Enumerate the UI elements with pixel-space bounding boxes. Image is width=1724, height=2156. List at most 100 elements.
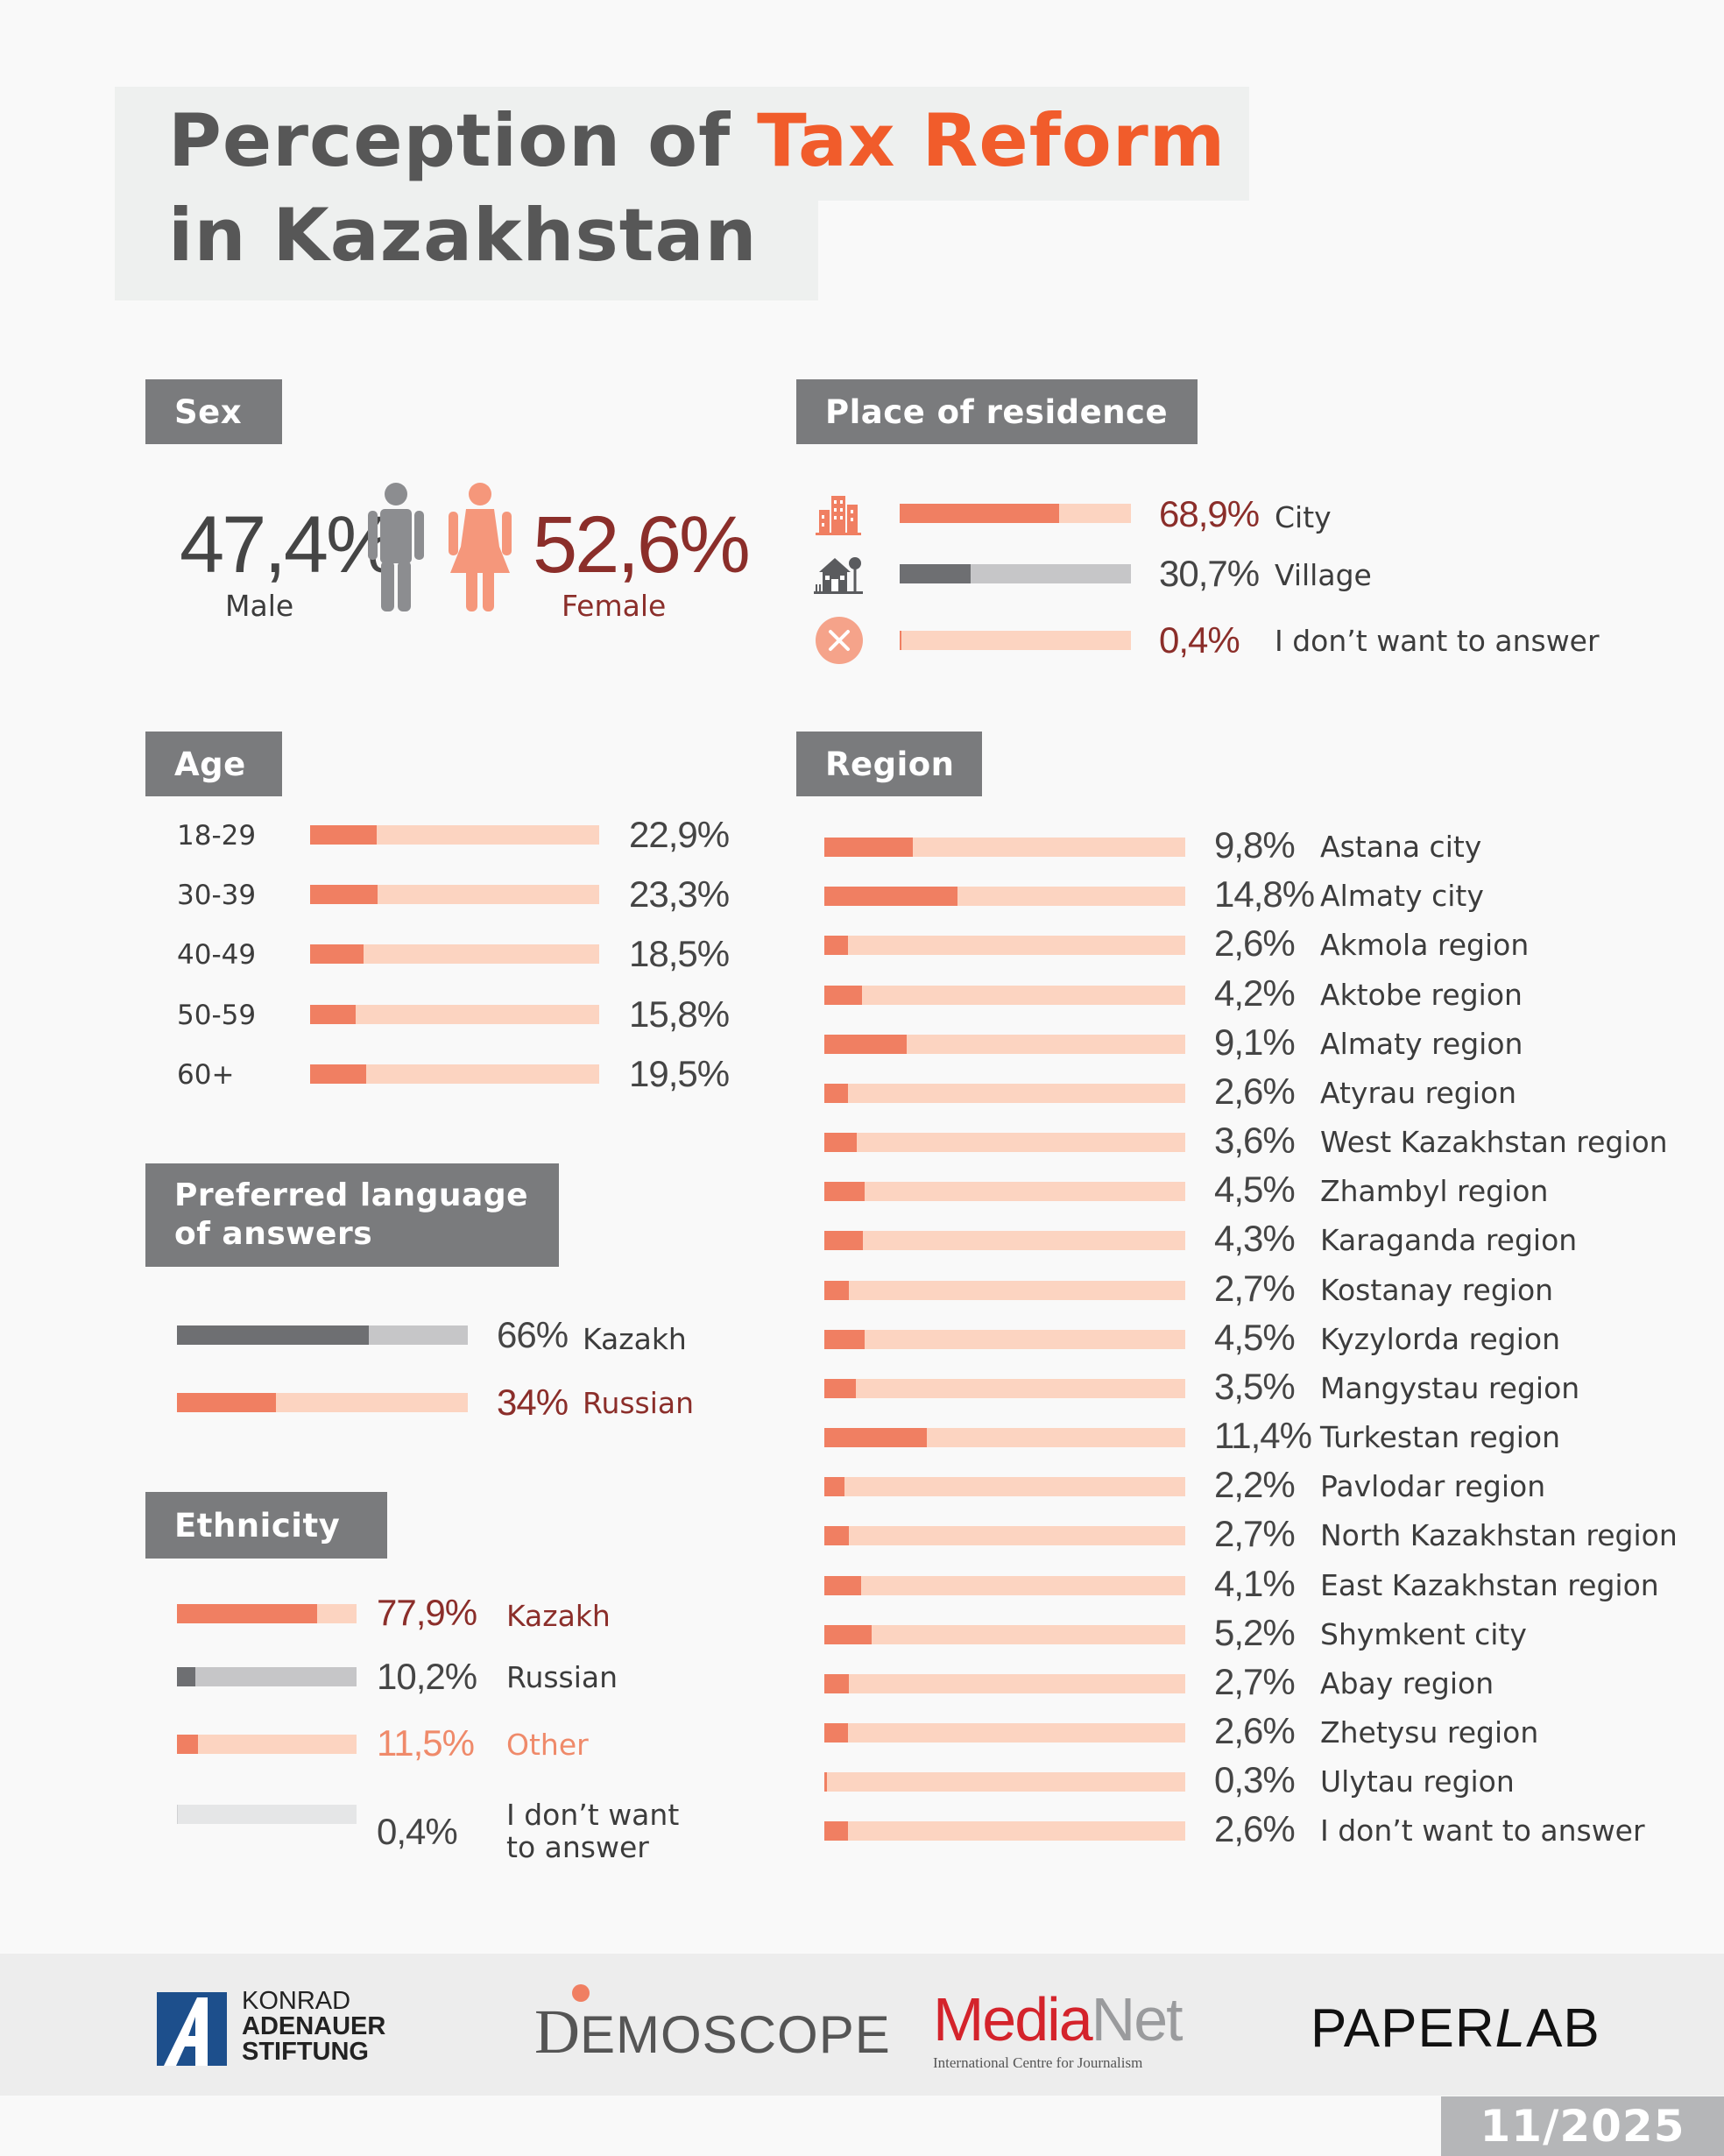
region-bar-fill <box>824 1379 857 1398</box>
residence-bar-no-answer <box>900 631 1131 650</box>
language-bar-russian <box>177 1393 468 1412</box>
age-percentage: 23,3% <box>629 873 730 915</box>
paperlab-ab: AB <box>1526 1998 1600 2059</box>
ethnicity-pct-other: 11,5% <box>377 1722 475 1764</box>
male-percentage: 47,4% <box>180 500 398 590</box>
ethnicity-label-kazakh: Kazakh <box>506 1599 611 1633</box>
kas-line-3: STIFTUNG <box>242 2038 369 2066</box>
kas-logo-icon <box>157 1992 227 2066</box>
language-header: Preferred language of answers <box>145 1163 559 1267</box>
region-bar <box>824 1625 1185 1644</box>
ethnicity-bar-russian <box>177 1667 357 1686</box>
region-bar <box>824 1526 1185 1545</box>
region-bar-fill <box>824 1674 849 1693</box>
ethnicity-bar-fill-no-answer <box>177 1805 179 1824</box>
region-bar <box>824 1084 1185 1103</box>
region-label: Almaty region <box>1320 1027 1523 1061</box>
region-label: Kostanay region <box>1320 1273 1554 1307</box>
region-bar <box>824 936 1185 955</box>
ethnicity-bar-fill-other <box>177 1735 198 1754</box>
region-bar-fill <box>824 936 848 955</box>
title-accent: Tax Reform <box>757 98 1226 183</box>
paperlab-paper: PAPER <box>1311 1998 1495 2059</box>
region-bar-fill <box>824 1428 928 1447</box>
region-bar-fill <box>824 1133 858 1152</box>
region-bar <box>824 1182 1185 1201</box>
region-percentage: 4,1% <box>1214 1563 1296 1604</box>
region-label: Zhetysu region <box>1320 1715 1539 1750</box>
region-bar <box>824 986 1185 1005</box>
region-bar-fill <box>824 1576 862 1595</box>
region-percentage: 4,2% <box>1214 972 1296 1014</box>
region-label: Turkestan region <box>1320 1420 1560 1454</box>
ethnicity-label-no-answer: I don’t want to answer <box>506 1798 680 1864</box>
region-percentage: 3,5% <box>1214 1366 1296 1407</box>
region-percentage: 2,6% <box>1214 1808 1296 1849</box>
region-percentage: 2,7% <box>1214 1661 1296 1702</box>
kas-line-1: KONRAD <box>242 1987 351 2015</box>
region-bar <box>824 1821 1185 1841</box>
residence-bar-village <box>900 564 1131 583</box>
language-pct-kazakh: 66% <box>497 1314 569 1355</box>
region-bar <box>824 1133 1185 1152</box>
kas-logo-text: KONRAD ADENAUER STIFTUNG <box>242 1989 385 2065</box>
region-percentage: 4,3% <box>1214 1218 1296 1259</box>
residence-bar-fill-village <box>900 564 972 583</box>
female-percentage: 52,6% <box>533 500 751 590</box>
residence-pct-village: 30,7% <box>1159 553 1260 594</box>
ethnicity-pct-kazakh: 77,9% <box>377 1592 477 1633</box>
male-label: Male <box>225 589 294 623</box>
region-bar-fill <box>824 1330 866 1349</box>
region-percentage: 4,5% <box>1214 1169 1296 1210</box>
ethnicity-header: Ethnicity <box>145 1492 387 1559</box>
region-percentage: 14,8% <box>1214 873 1315 915</box>
paperlab-logo: PAPERLAB <box>1311 2002 1600 2056</box>
region-bar-fill <box>824 1821 848 1841</box>
region-label: I don’t want to answer <box>1320 1813 1645 1848</box>
region-bar-fill <box>824 1477 844 1496</box>
age-label: 18-29 <box>177 820 257 852</box>
region-percentage: 2,7% <box>1214 1268 1296 1309</box>
residence-pct-no-answer: 0,4% <box>1159 619 1240 661</box>
region-bar <box>824 1674 1185 1693</box>
region-bar <box>824 1477 1185 1496</box>
age-bar <box>310 825 599 845</box>
region-label: North Kazakhstan region <box>1320 1518 1678 1552</box>
paperlab-l: L <box>1494 1998 1527 2059</box>
region-bar-fill <box>824 1231 864 1250</box>
age-bar-fill <box>310 825 377 845</box>
region-label: Karaganda region <box>1320 1223 1578 1257</box>
region-percentage: 2,2% <box>1214 1464 1296 1505</box>
ethnicity-bar-no-answer <box>177 1805 357 1824</box>
medianet-tagline: International Centre for Journalism <box>933 2054 1143 2071</box>
region-label: Kyzylorda region <box>1320 1322 1560 1356</box>
residence-pct-city: 68,9% <box>1159 493 1260 534</box>
age-percentage: 15,8% <box>629 993 730 1035</box>
village-house-icon <box>814 557 863 594</box>
footer <box>0 1954 1724 2096</box>
medianet-logo: MediaNet <box>933 1989 1183 2050</box>
region-label: Akmola region <box>1320 928 1530 962</box>
region-percentage: 2,6% <box>1214 1710 1296 1751</box>
language-bar-fill-kazakh <box>177 1325 370 1345</box>
demoscope-logo: DEMOSCOPE <box>534 2000 891 2063</box>
region-bar-fill <box>824 838 913 857</box>
age-label: 60+ <box>177 1059 235 1091</box>
city-buildings-icon <box>816 496 861 535</box>
age-bar-fill <box>310 885 378 904</box>
ethnicity-pct-russian: 10,2% <box>377 1656 477 1697</box>
female-figure-icon <box>449 483 512 611</box>
age-percentage: 22,9% <box>629 814 730 855</box>
demoscope-d: D <box>534 1997 580 2067</box>
region-label: Astana city <box>1320 830 1482 864</box>
region-percentage: 11,4% <box>1214 1415 1312 1456</box>
demoscope-rest: EMOSCOPE <box>580 2005 891 2064</box>
ethnicity-bar-kazakh <box>177 1604 357 1623</box>
age-bar <box>310 1064 599 1084</box>
region-bar <box>824 1379 1185 1398</box>
residence-bar-city <box>900 504 1131 523</box>
medianet-net: Net <box>1091 1985 1183 2054</box>
ethnicity-label-other: Other <box>506 1728 589 1762</box>
age-bar-fill <box>310 1064 367 1084</box>
region-bar-fill <box>824 1625 872 1644</box>
